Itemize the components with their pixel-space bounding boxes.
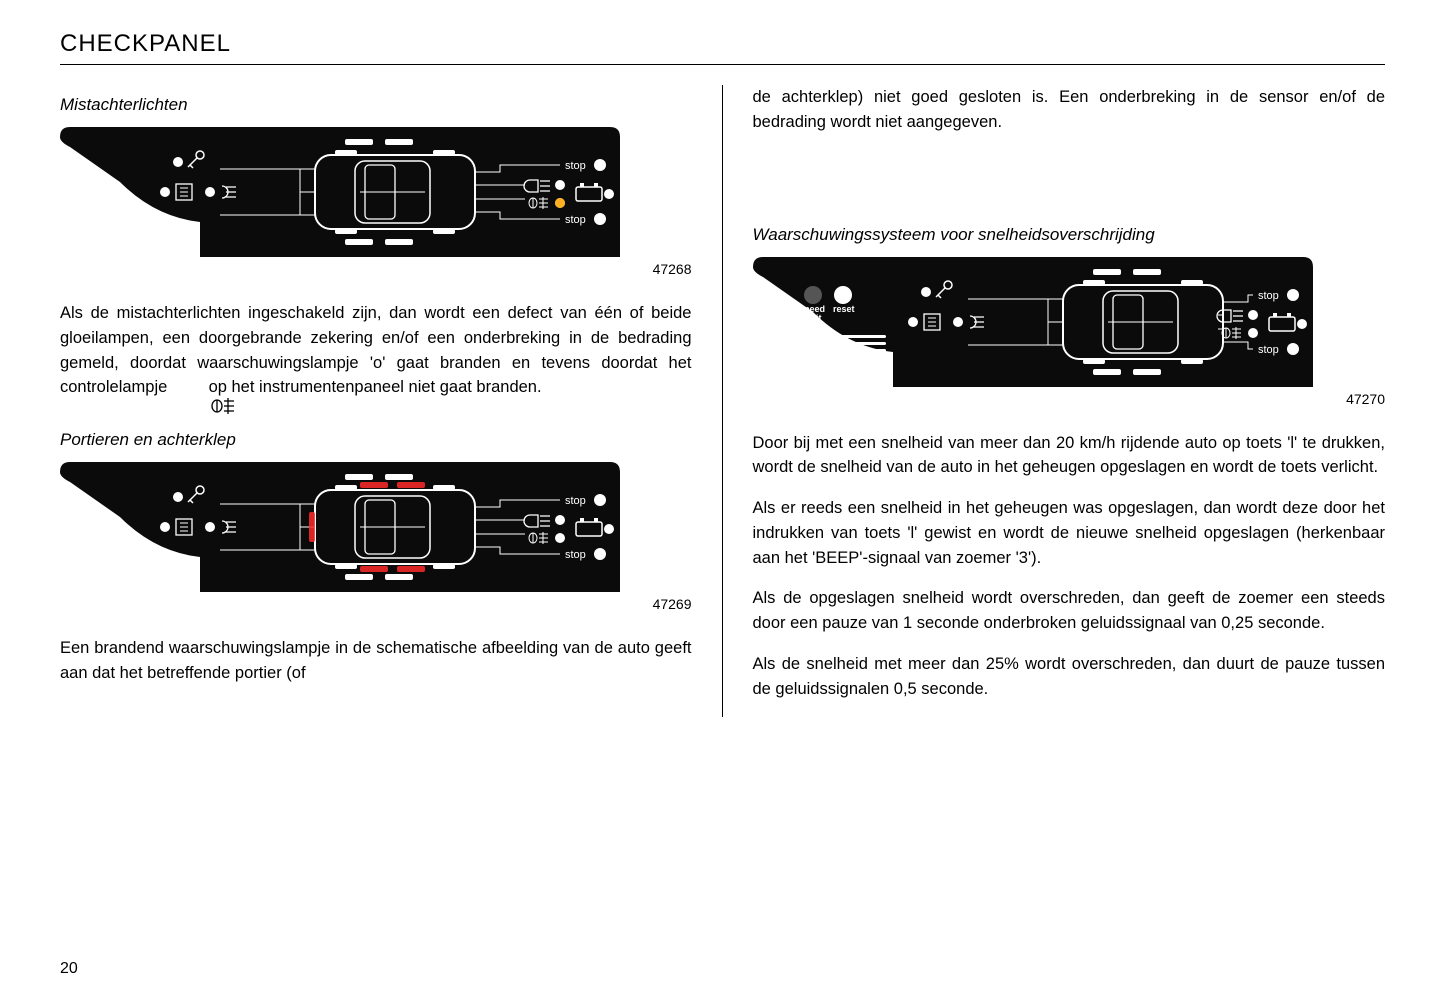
body-fog-lights-text: Als de mistachterlichten ingeschakeld zi…: [60, 304, 692, 396]
page-number: 20: [60, 960, 78, 978]
body-doors: Een brandend waarschuwingslampje in de s…: [60, 636, 692, 686]
body-speed-p3: Als de opgeslagen snelheid wordt oversch…: [753, 586, 1386, 636]
heading-speed-warning: Waarschuwingssysteem voor snelheidsovers…: [753, 225, 1386, 245]
two-column-layout: Mistachterlichten stop stop 47268 Als de …: [60, 85, 1385, 717]
figure-47268: stop stop: [60, 127, 692, 257]
page-title: CHECKPANEL: [60, 30, 1385, 58]
svg-text:stop: stop: [565, 214, 586, 226]
svg-text:stop: stop: [565, 549, 586, 561]
rear-fog-icon: [210, 398, 236, 414]
svg-text:stop: stop: [1258, 344, 1279, 356]
check-panel-speed-diagram: stopstopspeedlimitreset: [753, 257, 1313, 387]
svg-text:stop: stop: [565, 495, 586, 507]
svg-text:reset: reset: [833, 304, 855, 314]
body-speed-p1: Door bij met een snelheid van meer dan 2…: [753, 431, 1386, 481]
svg-text:stop: stop: [565, 160, 586, 172]
body-fog-lights: Als de mistachterlichten ingeschakeld zi…: [60, 301, 692, 400]
figure-caption-47269: 47269: [60, 596, 692, 612]
body-speed-p2: Als er reeds een snelheid in het geheuge…: [753, 496, 1386, 570]
horizontal-rule: [60, 64, 1385, 65]
heading-doors: Portieren en achterklep: [60, 430, 692, 450]
figure-47270: stopstopspeedlimitreset: [753, 257, 1386, 387]
right-column: de achterklep) niet goed gesloten is. Ee…: [723, 85, 1386, 717]
left-column: Mistachterlichten stop stop 47268 Als de …: [60, 85, 723, 717]
figure-caption-47270: 47270: [753, 391, 1386, 407]
figure-caption-47268: 47268: [60, 261, 692, 277]
figure-47269: stop stop: [60, 462, 692, 592]
check-panel-foglamp-diagram: stop stop: [60, 127, 620, 257]
svg-text:stop: stop: [1258, 290, 1279, 302]
body-speed-p4: Als de snelheid met meer dan 25% wordt o…: [753, 652, 1386, 702]
heading-fog-lights: Mistachterlichten: [60, 95, 692, 115]
check-panel-doors-diagram: stop stop: [60, 462, 620, 592]
body-doors-continued: de achterklep) niet goed gesloten is. Ee…: [753, 85, 1386, 135]
svg-text:limit: limit: [803, 313, 822, 323]
